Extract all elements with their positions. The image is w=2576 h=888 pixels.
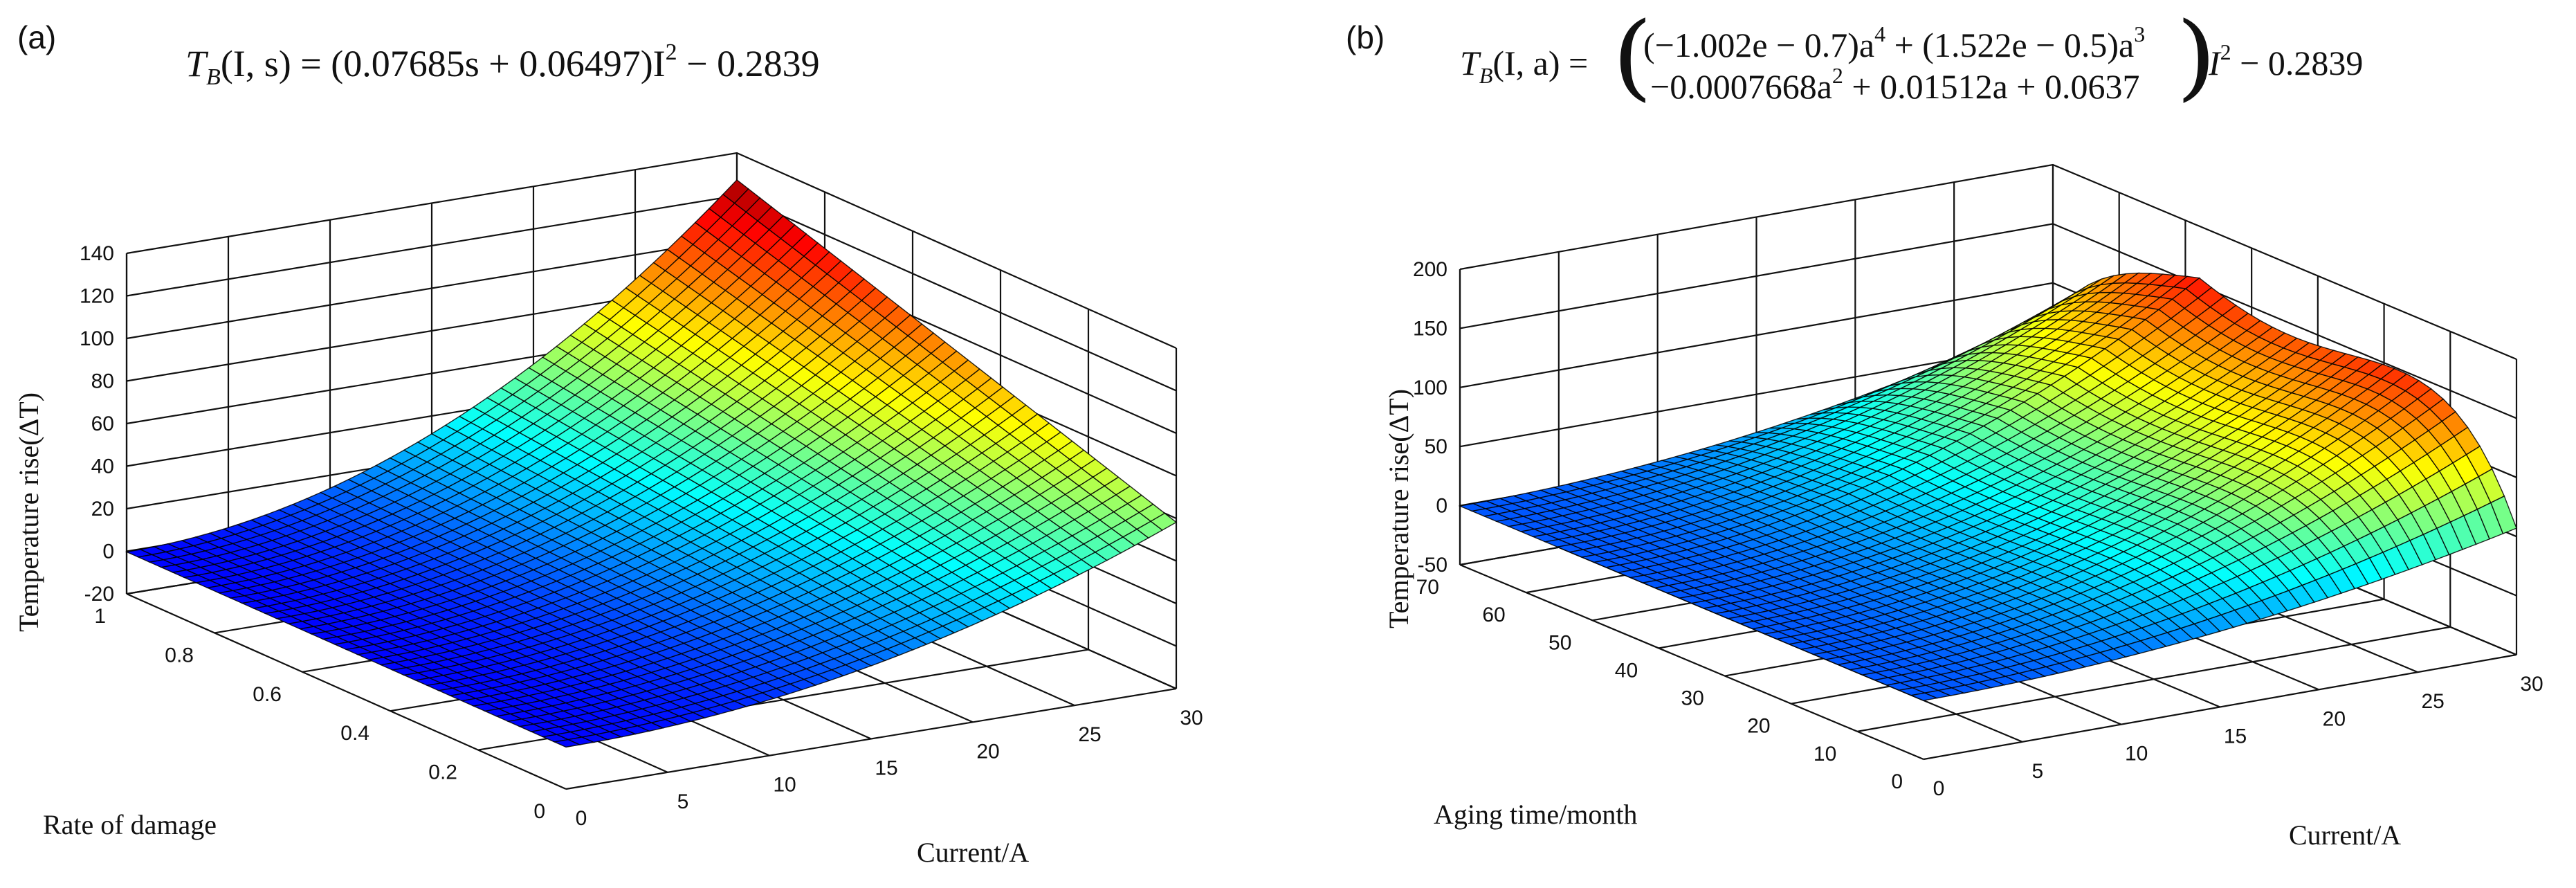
panel-a: (a) TB(I, s) = (0.07685s + 0.06497)I2 − …	[13, 19, 1203, 868]
formula-b-T: T	[1460, 44, 1481, 82]
z-tick-label: 50	[1425, 435, 1447, 458]
z-tick-label: 140	[80, 242, 114, 265]
x-tick-label: 20	[976, 740, 999, 763]
z-tick-label: 80	[91, 370, 114, 393]
formula-b-sub: B	[1479, 63, 1493, 88]
y-tick-label: 30	[1681, 687, 1703, 710]
z-tick-label: 100	[1413, 377, 1447, 399]
panel-b: (b) TB(I, a) = ( (−1.002e − 0.7)a4 + (1.…	[1346, 2, 2543, 851]
x-tick-label: 30	[2520, 673, 2543, 696]
panel-b-formula-lhs: TB(I, a) =	[1460, 44, 1588, 88]
formula-b-lparen: (	[1612, 2, 1653, 111]
formula-a-sub: B	[206, 64, 221, 90]
x-tick-label: 10	[2125, 743, 2148, 765]
y-tick-label: 0.4	[340, 722, 369, 745]
surface-cell	[1149, 512, 1178, 531]
z-tick-label: 20	[91, 498, 114, 520]
formula-a-args: (I, s)	[221, 43, 291, 84]
y-tick-label: 0.2	[428, 761, 457, 784]
panel-b-x-label: Current/A	[2289, 819, 2401, 851]
surface-cell	[2490, 495, 2517, 534]
panel-b-z-label: Temperature rise(ΔT)	[1383, 389, 1414, 628]
z-tick-label: 150	[1413, 317, 1447, 340]
formula-b-args: (I, a) =	[1492, 44, 1588, 82]
x-tick-label: 25	[1078, 723, 1101, 746]
grid-line-z	[1459, 163, 2517, 361]
panel-b-formula-line1: (−1.002e − 0.7)a4 + (1.522e − 0.5)a3	[1643, 21, 2145, 64]
z-tick-label: 0	[1436, 495, 1447, 518]
z-tick-label: 200	[1413, 258, 1447, 281]
formula-b-l2a: −0.0007668a	[1650, 67, 1832, 106]
panel-b-y-label: Aging time/month	[1434, 799, 1637, 830]
panel-a-formula: TB(I, s) = (0.07685s + 0.06497)I2 − 0.28…	[185, 39, 820, 90]
floor-line-y	[1923, 653, 2517, 761]
z-tick-label: -50	[1418, 554, 1447, 577]
formula-b-tail-sup: 2	[2220, 39, 2231, 64]
formula-a-rhs: = (0.07685s + 0.06497)I	[291, 43, 666, 84]
z-tick-label: 100	[80, 327, 114, 350]
y-tick-label: 50	[1549, 631, 1571, 654]
formula-b-I: I	[2208, 44, 2222, 82]
panel-a-ticks: -20 0 20 40 60 80 100 120 140 0 5 10 15 20 25 30 0 0.2 0.4…	[80, 242, 1203, 830]
x-tick-label: 0	[1933, 777, 1945, 800]
x-tick-label: 5	[677, 790, 689, 813]
x-tick-label: 20	[2323, 707, 2346, 730]
x-tick-label: 15	[875, 757, 897, 780]
panel-a-surface	[125, 179, 1178, 748]
formula-a-T: T	[185, 43, 209, 84]
panel-a-z-label: Temperature rise(ΔT)	[13, 392, 44, 632]
formula-b-l1b: + (1.522e − 0.5)a	[1885, 26, 2134, 64]
z-tick-label: 0	[102, 541, 114, 563]
floor-line-y	[565, 687, 1177, 790]
panel-b-formula-line2: −0.0007668a2 + 0.01512a + 0.0637	[1650, 63, 2139, 106]
floor-line-y	[1857, 626, 2451, 732]
formula-b-l1s1: 4	[1874, 21, 1885, 46]
y-tick-label: 0	[1891, 770, 1903, 793]
panel-a-x-label: Current/A	[917, 837, 1029, 868]
panel-a-letter: (a)	[17, 19, 56, 55]
y-tick-label: 1	[94, 605, 106, 628]
formula-a-post: − 0.2839	[677, 43, 820, 84]
y-tick-label: 0.8	[165, 644, 194, 667]
floor-line-x	[1459, 563, 1924, 761]
x-tick-label: 10	[773, 774, 796, 797]
y-tick-label: 0.6	[253, 683, 282, 706]
panel-a-y-label: Rate of damage	[43, 809, 217, 840]
x-tick-label: 30	[1180, 707, 1203, 730]
formula-b-l1a: (−1.002e − 0.7)a	[1643, 26, 1874, 64]
formula-a-sup: 2	[666, 39, 677, 65]
y-tick-label: 40	[1615, 659, 1638, 682]
formula-b-l1s2: 3	[2134, 21, 2145, 46]
formula-b-tail-post: − 0.2839	[2231, 44, 2364, 82]
y-tick-label: 10	[1814, 743, 1836, 765]
y-tick-label: 70	[1416, 576, 1439, 599]
x-tick-label: 0	[576, 807, 587, 830]
panel-b-letter: (b)	[1346, 19, 1385, 55]
formula-b-rparen: )	[2176, 2, 2217, 111]
formula-b-l2s: 2	[1832, 63, 1843, 88]
z-tick-label: 120	[80, 285, 114, 308]
z-tick-label: 60	[91, 413, 114, 435]
x-tick-label: 25	[2421, 690, 2444, 713]
formula-b-l2b: + 0.01512a + 0.0637	[1843, 67, 2140, 106]
panel-b-surface	[1458, 272, 2517, 701]
y-tick-label: 60	[1482, 604, 1505, 626]
z-tick-label: -20	[84, 583, 114, 606]
y-tick-label: 0	[533, 800, 545, 823]
y-tick-label: 20	[1747, 715, 1770, 738]
panel-b-formula-tail: I2 − 0.2839	[2208, 39, 2363, 82]
z-tick-label: 40	[91, 455, 114, 478]
panel-b-ticks: -50 0 50 100 150 200 0 5 10 15 20 25 30 0 10 20 30 40 50 60…	[1413, 258, 2543, 800]
x-tick-label: 5	[2031, 760, 2043, 783]
x-tick-label: 15	[2224, 725, 2247, 748]
floor-line-x	[126, 592, 567, 790]
